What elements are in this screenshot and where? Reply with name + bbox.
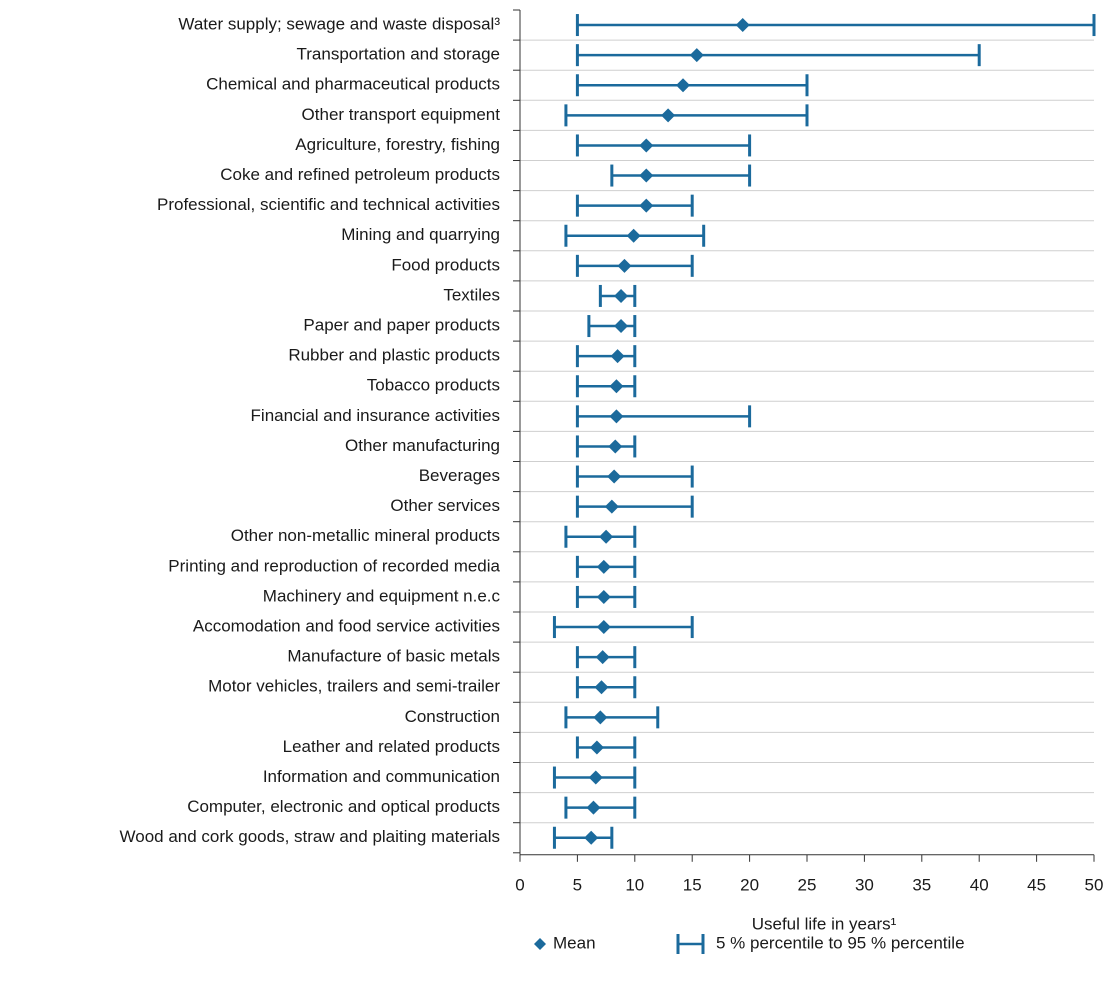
y-tick-label: Mining and quarrying — [341, 225, 500, 244]
mean-marker — [599, 529, 614, 544]
mean-marker — [596, 620, 611, 635]
y-tick-label: Tobacco products — [367, 376, 500, 395]
mean-marker — [626, 228, 641, 243]
mean-marker — [689, 48, 704, 63]
y-tick-label: Motor vehicles, trailers and semi-traile… — [208, 677, 500, 696]
mean-marker — [610, 349, 625, 364]
y-tick-label: Beverages — [419, 466, 500, 485]
mean-marker — [735, 18, 750, 33]
x-tick-label: 10 — [625, 875, 644, 894]
mean-marker — [607, 469, 622, 484]
mean-marker — [594, 680, 609, 695]
x-axis-title: Useful life in years¹ — [752, 914, 897, 933]
y-tick-label: Transportation and storage — [297, 45, 501, 64]
mean-marker — [584, 830, 599, 845]
x-tick-label: 25 — [798, 875, 817, 894]
x-tick-label: 5 — [573, 875, 582, 894]
y-tick-label: Other services — [390, 496, 500, 515]
legend-label: 5 % percentile to 95 % percentile — [716, 933, 965, 952]
y-tick-label: Manufacture of basic metals — [287, 647, 500, 666]
y-tick-label: Construction — [405, 707, 500, 726]
y-tick-label: Wood and cork goods, straw and plaiting … — [120, 827, 501, 846]
mean-marker — [609, 379, 624, 394]
x-tick-label: 45 — [1027, 875, 1046, 894]
mean-marker — [639, 198, 654, 213]
y-tick-label: Information and communication — [263, 767, 500, 786]
x-tick-label: 40 — [970, 875, 989, 894]
mean-marker — [593, 710, 608, 725]
x-tick-label: 30 — [855, 875, 874, 894]
mean-marker — [595, 650, 610, 665]
mean-marker — [614, 319, 629, 334]
y-tick-label: Other transport equipment — [302, 105, 501, 124]
mean-marker — [609, 409, 624, 424]
y-tick-label: Machinery and equipment n.e.c — [263, 586, 501, 605]
mean-marker — [589, 740, 604, 755]
mean-marker — [608, 439, 623, 454]
y-tick-label: Agriculture, forestry, fishing — [295, 135, 500, 154]
mean-marker — [661, 108, 676, 123]
legend-marker — [534, 938, 546, 950]
y-tick-label: Financial and insurance activities — [251, 406, 500, 425]
y-tick-label: Other manufacturing — [345, 436, 500, 455]
x-tick-label: 15 — [683, 875, 702, 894]
y-tick-label: Paper and paper products — [303, 316, 500, 335]
x-tick-label: 0 — [515, 875, 524, 894]
y-tick-label: Coke and refined petroleum products — [220, 165, 500, 184]
x-tick-label: 20 — [740, 875, 759, 894]
mean-marker — [596, 589, 611, 604]
mean-marker — [614, 288, 629, 303]
x-tick-label: 50 — [1085, 875, 1104, 894]
mean-marker — [639, 168, 654, 183]
y-tick-label: Leather and related products — [283, 737, 500, 756]
mean-marker — [617, 258, 632, 273]
y-tick-label: Professional, scientific and technical a… — [157, 195, 500, 214]
y-tick-label: Water supply; sewage and waste disposal³ — [178, 15, 500, 34]
y-tick-label: Other non-metallic mineral products — [231, 526, 500, 545]
y-tick-label: Accomodation and food service activities — [193, 617, 500, 636]
mean-marker — [596, 559, 611, 574]
y-tick-label: Textiles — [443, 285, 500, 304]
legend-label: Mean — [553, 933, 596, 952]
mean-marker — [588, 770, 603, 785]
x-tick-label: 35 — [912, 875, 931, 894]
mean-marker — [586, 800, 601, 815]
mean-marker — [676, 78, 691, 93]
mean-marker — [604, 499, 619, 514]
y-tick-label: Printing and reproduction of recorded me… — [168, 556, 500, 575]
mean-marker — [639, 138, 654, 153]
y-tick-label: Computer, electronic and optical product… — [187, 797, 500, 816]
y-tick-label: Chemical and pharmaceutical products — [206, 75, 500, 94]
y-tick-label: Rubber and plastic products — [288, 346, 500, 365]
y-tick-label: Food products — [391, 255, 500, 274]
